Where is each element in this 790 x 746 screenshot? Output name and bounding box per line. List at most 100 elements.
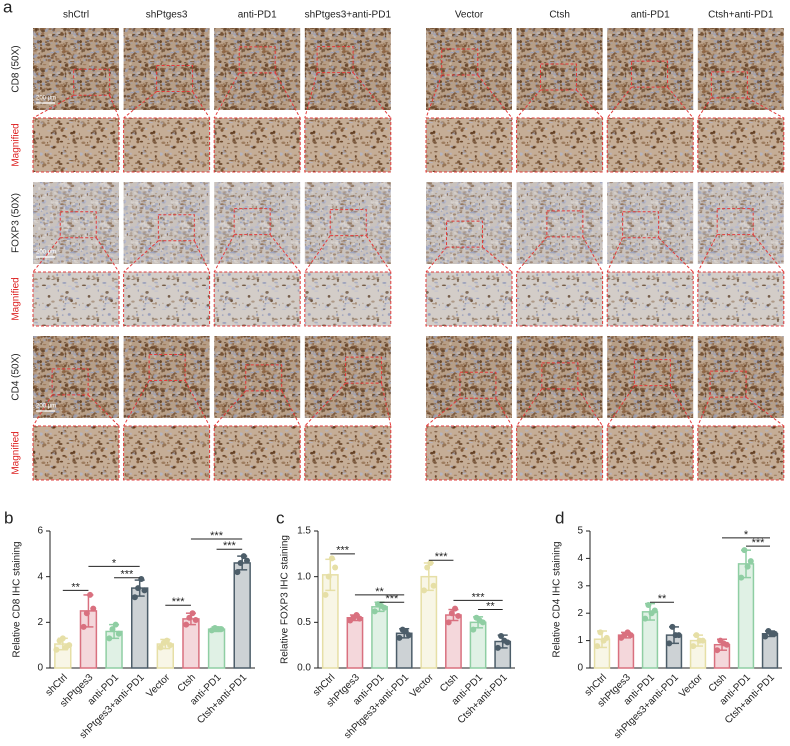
magnified-label: Magnified (11, 431, 22, 474)
zoom-line (482, 246, 513, 273)
column-header: anti-PD1 (238, 10, 277, 21)
magnified-image (516, 271, 604, 327)
y-axis-label: Relative CD8 IHC staining (12, 541, 23, 657)
magnified-image (213, 117, 301, 173)
zoom-line (381, 382, 392, 427)
data-point (322, 591, 329, 598)
ihc-image (607, 182, 694, 264)
ihc-image (123, 182, 210, 264)
zoom-box (541, 362, 579, 390)
data-point (470, 626, 477, 633)
zoom-box (157, 214, 195, 242)
data-point (771, 630, 778, 637)
magnified-image (697, 271, 785, 327)
zoom-box (345, 356, 383, 384)
row-label: FOXP3 (50X) (11, 193, 22, 253)
data-point (234, 569, 241, 576)
zoom-line (477, 74, 513, 119)
panel-letter: b (4, 508, 13, 527)
ihc-image (697, 28, 784, 110)
data-point (90, 605, 97, 612)
y-tick-label: 0 (37, 663, 43, 674)
zoom-box (633, 359, 671, 387)
data-point (651, 607, 658, 614)
magnified-image (425, 117, 513, 173)
significance-label: *** (752, 537, 766, 549)
zoom-line (606, 86, 632, 119)
data-point (455, 612, 462, 619)
data-point (642, 615, 649, 622)
zoom-line (304, 72, 318, 119)
zoom-box (546, 210, 584, 238)
zoom-line (123, 91, 157, 119)
y-tick-label: 3 (577, 580, 583, 591)
column-header: shCtrl (63, 10, 89, 21)
zoom-line (365, 235, 392, 273)
y-tick-label: 1 (577, 635, 583, 646)
significance-label: *** (172, 596, 186, 608)
data-point (66, 642, 73, 649)
y-tick-label: 4 (577, 553, 583, 564)
magnified-label: Magnified (11, 277, 22, 320)
row-label: CD8 (50X) (11, 45, 22, 92)
data-point (690, 643, 697, 650)
zoom-line (87, 394, 120, 427)
magnified-image (32, 117, 120, 173)
zoom-line (667, 86, 694, 119)
zoom-box (539, 63, 577, 91)
zoom-line (213, 234, 235, 273)
zoom-box (73, 68, 111, 96)
zoom-box (316, 46, 354, 74)
data-point (627, 632, 634, 639)
bar (346, 617, 364, 669)
zoom-line (745, 396, 785, 427)
significance-label: *** (472, 591, 486, 603)
y-tick-label: 0 (577, 663, 583, 674)
zoom-box (148, 354, 186, 382)
data-point (371, 608, 378, 615)
data-point (396, 634, 403, 641)
ihc-image (607, 28, 694, 110)
data-point (135, 585, 142, 592)
data-point (243, 557, 250, 564)
zoom-line (184, 380, 211, 427)
magnified-image (123, 117, 211, 173)
significance-label: *** (210, 530, 224, 542)
x-tick-label: Vector (144, 672, 172, 700)
data-point (744, 563, 751, 570)
ihc-image (607, 336, 694, 418)
zoom-box (459, 371, 497, 399)
zoom-box (59, 211, 97, 239)
zoom-line (516, 89, 541, 119)
ihc-image (697, 182, 784, 264)
zoom-line (213, 72, 240, 119)
zoom-line (697, 97, 712, 119)
data-point (157, 644, 164, 651)
data-point (328, 555, 335, 562)
data-point (424, 564, 431, 571)
data-point (163, 637, 170, 644)
column-header: shPtges3 (146, 10, 188, 21)
zoom-line (576, 89, 603, 119)
data-point (183, 621, 190, 628)
data-point (669, 623, 676, 630)
bar (207, 628, 226, 669)
magnified-image (697, 425, 785, 481)
data-point (699, 637, 706, 644)
data-point (237, 559, 244, 566)
data-point (741, 547, 748, 554)
data-point (131, 594, 138, 601)
y-tick-label: 0.0 (297, 663, 311, 674)
ihc-image (214, 336, 301, 418)
x-tick-label: Ctsh (176, 672, 198, 694)
column-header: Ctsh (549, 10, 570, 21)
data-point (115, 630, 122, 637)
magnified-image (213, 271, 301, 327)
data-point (597, 629, 604, 636)
data-point (693, 632, 700, 639)
data-point (603, 634, 610, 641)
data-point (504, 639, 511, 646)
significance-label: *** (120, 569, 134, 581)
y-tick-label: 2 (577, 608, 583, 619)
